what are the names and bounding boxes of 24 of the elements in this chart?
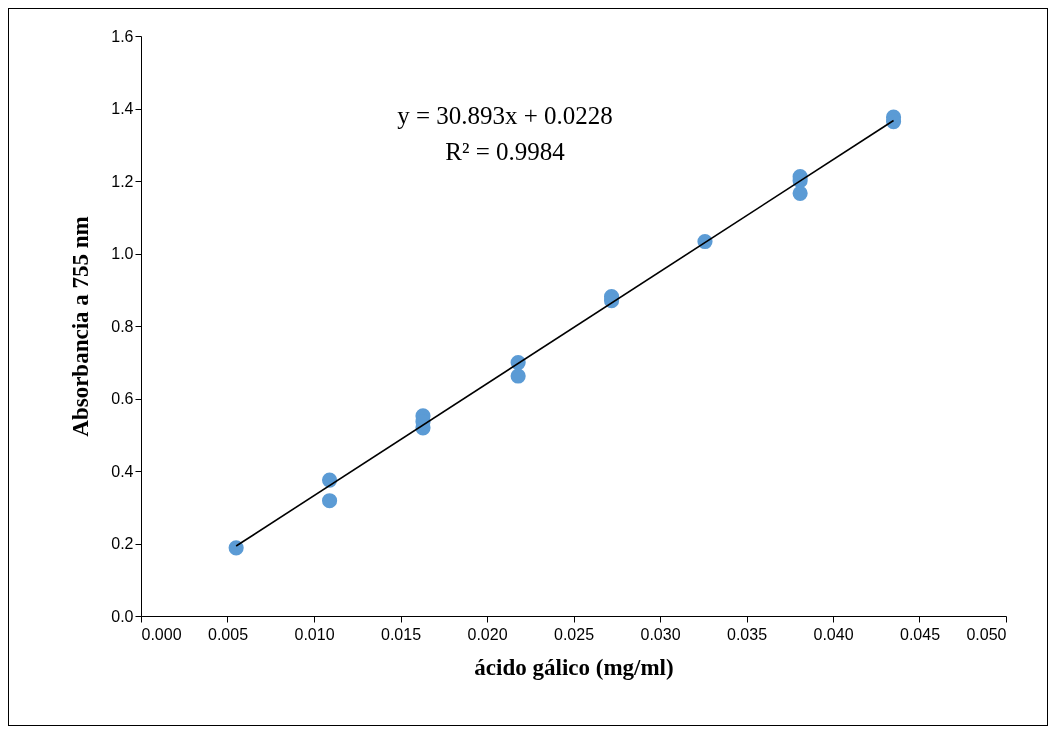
x-axis-title: ácido gálico (mg/ml)	[474, 654, 674, 680]
y-tick-label: 0.6	[111, 390, 134, 407]
x-tick-label: 0.010	[294, 625, 335, 643]
x-tick-label: 0.015	[380, 625, 422, 643]
annotation: y = 30.893x + 0.0228	[397, 102, 613, 129]
x-tick-label: 0.030	[640, 625, 681, 643]
x-tick-label: 0.020	[467, 625, 508, 643]
y-tick-label: 0.8	[111, 317, 134, 335]
y-tick-label: 1.2	[111, 172, 134, 190]
x-tick-label: 0.035	[726, 625, 768, 643]
y-tick-label: 1.6	[111, 27, 134, 45]
y-tick-label: 1.0	[111, 245, 134, 262]
x-tick-label: 0.025	[553, 625, 595, 643]
y-tick-label: 1.4	[111, 100, 134, 117]
x-tick-label: 0.045	[899, 625, 941, 643]
y-tick-label: 0.2	[111, 535, 134, 552]
y-tick-label: 0.4	[111, 462, 134, 480]
x-tick-label: 0.005	[207, 625, 249, 643]
x-tick-label: 0.000	[141, 625, 182, 643]
x-tick-label: 0.040	[813, 625, 854, 643]
x-tick-label: 0.050	[966, 625, 1007, 643]
y-axis-title: Absorbancia a 755 nm	[68, 216, 94, 437]
annotation: R² = 0.9984	[445, 138, 566, 165]
y-tick-label: 0.0	[111, 607, 134, 625]
